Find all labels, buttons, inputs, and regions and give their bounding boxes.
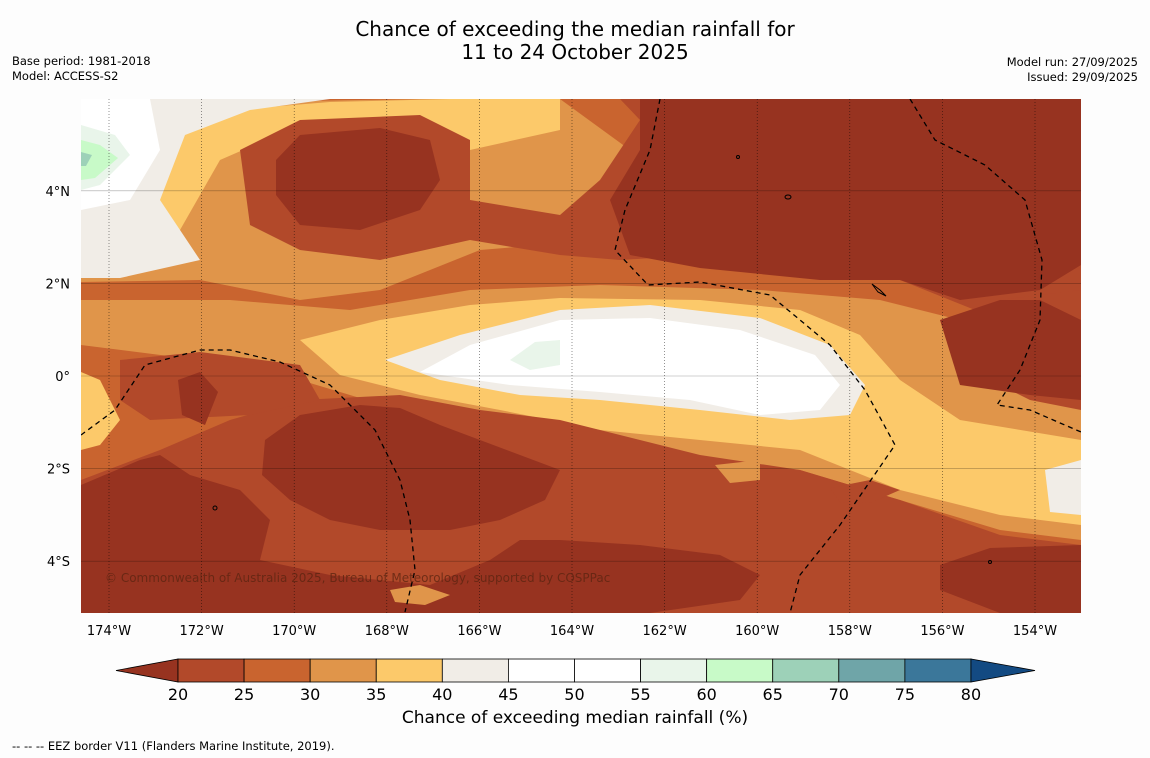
colorbar-tick-label: 25 xyxy=(234,685,254,704)
colorbar-segment xyxy=(177,658,245,683)
lon-tick-label: 154°W xyxy=(1013,624,1057,639)
colorbar-tick-label: 80 xyxy=(961,685,981,704)
lon-tick-label: 156°W xyxy=(920,624,964,639)
island-4 xyxy=(736,155,740,159)
colorbar-tick-label: 65 xyxy=(763,685,783,704)
lon-tick-label: 168°W xyxy=(365,624,409,639)
colorbar-tick-label: 75 xyxy=(895,685,915,704)
colorbar-over-arrow xyxy=(970,658,1036,683)
lon-tick-label: 172°W xyxy=(180,624,224,639)
contour-30-35-mid-patch xyxy=(715,460,760,483)
copyright-credit: © Commonwealth of Australia 2025, Bureau… xyxy=(105,571,611,585)
issued-date: Issued: 29/09/2025 xyxy=(1027,70,1138,84)
colorbar-tick-labels: 20 25 30 35 40 45 50 55 60 65 70 75 80 xyxy=(168,685,981,704)
contour-65-70-nw xyxy=(81,152,92,166)
colorbar-tick-label: 70 xyxy=(829,685,849,704)
contour-below-20-east xyxy=(940,300,1081,400)
lat-tick-label: 2°N xyxy=(46,277,71,292)
lon-tick-label: 162°W xyxy=(643,624,687,639)
colorbar-tick-label: 20 xyxy=(168,685,188,704)
lat-tick-label: 0° xyxy=(55,370,70,385)
colorbar-segment xyxy=(574,658,641,683)
gridlines xyxy=(81,99,1081,613)
contour-below-20-north xyxy=(276,128,440,230)
lat-tick-label: 2°S xyxy=(47,463,70,478)
lon-tick-label: 164°W xyxy=(550,624,594,639)
contour-55-60 xyxy=(510,340,560,370)
base-period: Base period: 1981-2018 xyxy=(12,54,151,68)
contour-30-35-sw-patch xyxy=(390,585,450,605)
eez-legend-marker: -- -- -- xyxy=(12,739,45,753)
colorbar-segment xyxy=(706,658,774,683)
colorbar-tick-label: 45 xyxy=(498,685,518,704)
lon-tick-label: 166°W xyxy=(457,624,501,639)
colorbar-tick-label: 55 xyxy=(630,685,650,704)
island-3 xyxy=(212,505,218,511)
title-line-1: Chance of exceeding the median rainfall … xyxy=(355,17,795,41)
meta-right: Model run: 27/09/2025 Issued: 29/09/2025 xyxy=(1007,55,1138,85)
island-outlines xyxy=(212,155,992,564)
eez-border-east xyxy=(909,99,1081,433)
eez-border-west xyxy=(81,349,416,613)
island-2 xyxy=(871,283,887,297)
contour-below-20-se xyxy=(940,545,1081,613)
contour-20-25-west xyxy=(120,352,320,420)
contour-below-20-south xyxy=(81,455,760,613)
colorbar-segment xyxy=(309,658,377,683)
contour-below-20-island xyxy=(178,372,218,425)
colorbar-segment xyxy=(904,658,972,683)
latitude-labels: 4°N 2°N 0° 2°S 4°S xyxy=(46,185,71,570)
colorbar-segment xyxy=(441,658,509,683)
eez-borders xyxy=(81,99,1081,613)
eez-legend-text: EEZ border V11 (Flanders Marine Institut… xyxy=(47,739,335,753)
contour-below-20-central-south xyxy=(262,405,560,530)
colorbar-tick-label: 60 xyxy=(696,685,716,704)
colorbar-tick-label: 35 xyxy=(366,685,386,704)
model-name: Model: ACCESS-S2 xyxy=(12,69,119,83)
colorbar-tick-label: 50 xyxy=(564,685,584,704)
eez-legend: -- -- -- EEZ border V11 (Flanders Marine… xyxy=(12,739,335,753)
longitude-labels: 174°W 172°W 170°W 168°W 166°W 164°W 162°W 160°W… xyxy=(87,624,1057,639)
lat-tick-label: 4°S xyxy=(47,555,70,570)
lon-tick-label: 170°W xyxy=(272,624,316,639)
contour-45-55 xyxy=(420,318,840,415)
lat-tick-label: 4°N xyxy=(46,185,71,200)
contour-below-20-ne xyxy=(610,99,1081,300)
island-1 xyxy=(784,194,792,200)
lon-tick-label: 174°W xyxy=(87,624,131,639)
colorbar-label: Chance of exceeding median rainfall (%) xyxy=(401,708,749,728)
colorbar-under-arrow xyxy=(115,658,179,683)
colorbar xyxy=(115,658,1036,683)
colorbar-segment xyxy=(243,658,311,683)
colorbar-segment xyxy=(838,658,906,683)
lon-tick-label: 160°W xyxy=(735,624,779,639)
eez-border-central xyxy=(614,99,896,613)
lon-tick-label: 158°W xyxy=(828,624,872,639)
colorbar-segment xyxy=(640,658,708,683)
contour-35-40-west xyxy=(81,372,120,450)
contour-20-25-mid-patch xyxy=(830,480,900,503)
model-run: Model run: 27/09/2025 xyxy=(1006,55,1138,69)
colorbar-tick-label: 30 xyxy=(300,685,320,704)
contour-layers xyxy=(81,99,1081,613)
colorbar-tick-label: 40 xyxy=(432,685,452,704)
colorbar-segment xyxy=(375,658,443,683)
island-5 xyxy=(988,560,992,564)
chart-title: Chance of exceeding the median rainfall … xyxy=(0,18,1150,64)
colorbar-segment xyxy=(772,658,840,683)
meta-left: Base period: 1981-2018 Model: ACCESS-S2 xyxy=(12,54,151,84)
contour-60-65-nw xyxy=(81,140,118,180)
contour-40-45-east xyxy=(1045,460,1081,515)
title-line-2: 11 to 24 October 2025 xyxy=(461,40,689,64)
colorbar-segment xyxy=(507,658,575,683)
